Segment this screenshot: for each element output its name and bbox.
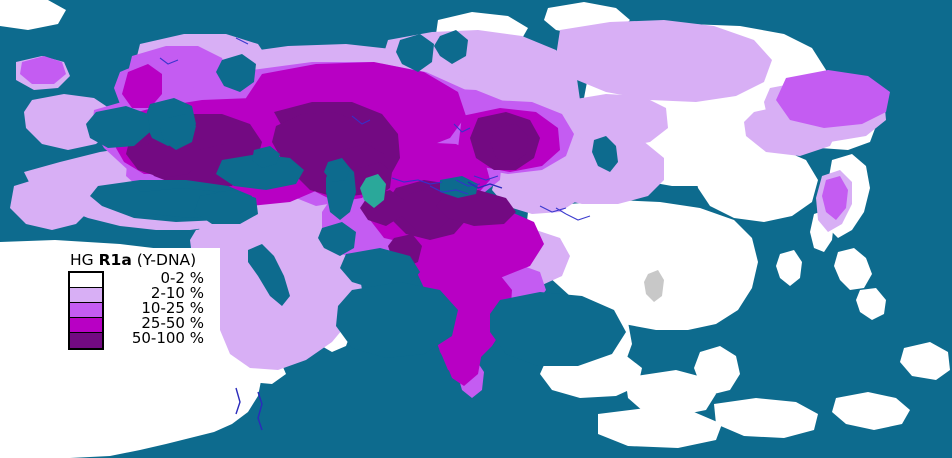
rivers-secondary — [235, 181, 503, 431]
legend-label-10-25: 10-25 % — [141, 299, 204, 317]
legend-label-2-10: 2-10 % — [150, 284, 204, 302]
map-legend: HG R1a (Y-DNA) 0-2 % 2-10 % 10-25 % 25-5… — [66, 252, 216, 350]
legend-label-25-50: 25-50 % — [141, 314, 204, 332]
rivers-and-borders — [159, 37, 591, 221]
legend-title-prefix: HG — [70, 251, 94, 269]
inland-water — [86, 30, 626, 366]
legend-swatch-10-25 — [70, 303, 102, 318]
legend-swatch-column — [68, 271, 104, 350]
legend-swatch-25-50 — [70, 318, 102, 333]
legend-label-50-100: 50-100 % — [131, 329, 204, 347]
legend-swatch-2-10 — [70, 288, 102, 303]
legend-swatch-0-2 — [70, 273, 102, 288]
no-data-region — [644, 270, 664, 302]
legend-body: 0-2 % 2-10 % 10-25 % 25-50 % 50-100 % — [66, 271, 216, 350]
legend-label-0-2: 0-2 % — [160, 269, 204, 287]
legend-swatch-50-100 — [70, 333, 102, 348]
legend-title: HG R1a (Y-DNA) — [70, 252, 216, 269]
legend-title-suffix: (Y-DNA) — [136, 251, 197, 269]
legend-label-column: 0-2 % 2-10 % 10-25 % 25-50 % 50-100 % — [108, 271, 212, 346]
legend-title-haplogroup: R1a — [98, 251, 132, 269]
